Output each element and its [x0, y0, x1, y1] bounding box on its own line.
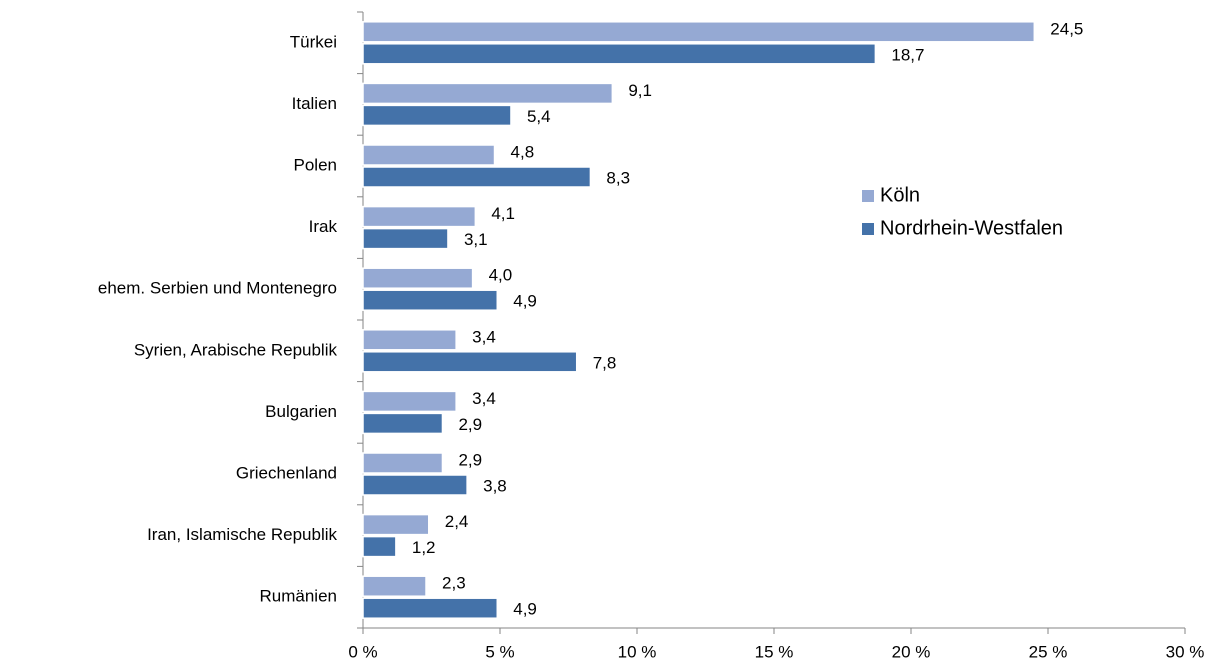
- y-tick-label: Bulgarien: [265, 402, 337, 421]
- value-label: 1,2: [412, 538, 436, 557]
- value-label: 2,3: [442, 574, 466, 593]
- x-tick-label: 10 %: [618, 642, 657, 661]
- value-label: 3,4: [472, 389, 496, 408]
- legend-label: Nordrhein-Westfalen: [880, 217, 1063, 239]
- bar: [362, 166, 592, 188]
- y-tick-label: Polen: [294, 155, 337, 174]
- bar: [362, 205, 477, 228]
- bar: [362, 452, 444, 474]
- bar: [362, 144, 496, 166]
- y-tick-label: Italien: [292, 94, 337, 113]
- bar: [362, 351, 578, 373]
- x-tick-label: 5 %: [485, 642, 514, 661]
- value-label: 8,3: [606, 168, 630, 187]
- bar: [362, 390, 457, 413]
- bar: [362, 43, 877, 65]
- bar: [362, 104, 512, 127]
- value-label: 4,1: [491, 204, 515, 223]
- value-label: 2,4: [445, 512, 469, 531]
- y-tick-label: Irak: [309, 217, 338, 236]
- y-tick-label: Türkei: [290, 32, 337, 51]
- bar: [362, 575, 427, 597]
- legend-label: Köln: [880, 184, 920, 206]
- x-tick-label: 20 %: [892, 642, 931, 661]
- y-tick-label: Rumänien: [260, 587, 338, 606]
- value-label: 4,9: [513, 600, 537, 619]
- legend-swatch: [862, 223, 874, 235]
- bar: [362, 474, 468, 496]
- x-tick-label: 30 %: [1166, 642, 1205, 661]
- value-label: 3,8: [483, 476, 507, 495]
- y-tick-label: Iran, Islamische Republik: [147, 525, 337, 544]
- value-label: 2,9: [458, 450, 482, 469]
- x-tick-label: 15 %: [755, 642, 794, 661]
- value-label: 24,5: [1050, 19, 1083, 38]
- y-tick-label: Griechenland: [236, 463, 337, 482]
- bar: [362, 597, 499, 619]
- bar: [362, 412, 444, 435]
- x-tick-label: 25 %: [1029, 642, 1068, 661]
- bar: [362, 82, 614, 105]
- value-label: 7,8: [593, 353, 617, 372]
- bar: [362, 21, 1036, 43]
- value-label: 3,1: [464, 230, 488, 249]
- value-label: 4,0: [489, 266, 513, 285]
- bar: [362, 535, 397, 558]
- y-tick-label: Syrien, Arabische Republik: [134, 340, 338, 359]
- value-label: 2,9: [458, 415, 482, 434]
- value-label: 9,1: [628, 81, 652, 100]
- value-label: 3,4: [472, 327, 496, 346]
- value-label: 4,8: [511, 142, 535, 161]
- value-label: 18,7: [891, 45, 924, 64]
- bar: [362, 267, 474, 289]
- bar: [362, 329, 457, 351]
- bar: [362, 513, 430, 536]
- value-label: 5,4: [527, 107, 551, 126]
- bar: [362, 289, 499, 311]
- legend-swatch: [862, 190, 874, 202]
- value-label: 4,9: [513, 292, 537, 311]
- bar: [362, 227, 449, 250]
- x-tick-label: 0 %: [348, 642, 377, 661]
- y-tick-label: ehem. Serbien und Montenegro: [98, 279, 337, 298]
